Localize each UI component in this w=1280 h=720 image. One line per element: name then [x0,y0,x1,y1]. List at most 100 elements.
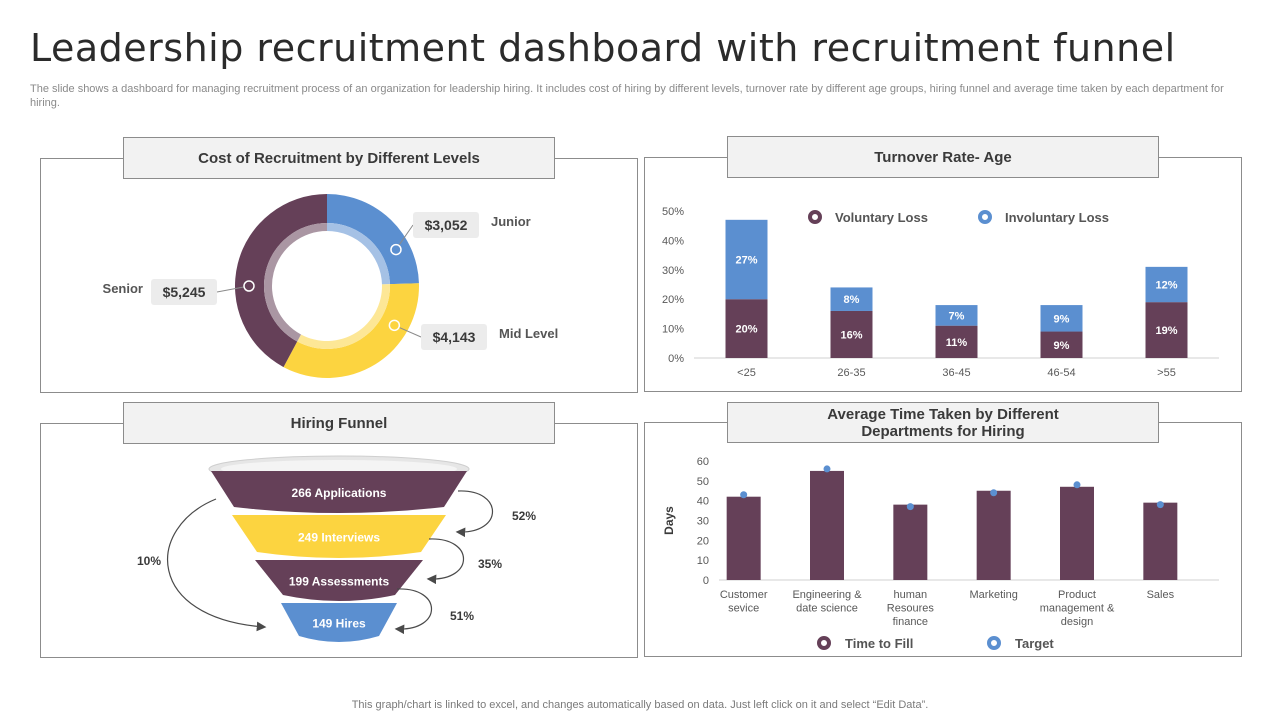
funnel-stage-266-applications [211,471,467,513]
funnel-stage-label: 149 Hires [312,617,366,631]
donut-category-label-senior: Senior [103,281,143,296]
y-tick-label: 40 [697,496,709,508]
y-tick-label: 10% [662,324,684,336]
donut-value-label-senior: $5,245 [163,284,206,300]
y-tick-label: 30% [662,265,684,277]
funnel-stage-249-interviews [232,515,446,558]
turnover-data-label: 9% [1054,313,1070,325]
donut-marker-junior [390,243,402,256]
donut-value-label-mid-level: $4,143 [433,329,476,345]
time-to-fill-bar [726,496,761,580]
funnel-conversion-label: 35% [478,557,502,571]
x-tick-label: Sales [1147,589,1175,601]
x-tick-label: 26-35 [837,367,865,379]
turnover-data-label: 7% [949,310,965,322]
y-tick-label: 10 [697,555,709,567]
y-tick-label: 40% [662,235,684,247]
footer-note: This graph/chart is linked to excel, and… [351,699,929,711]
turnover-data-label: 16% [840,329,862,341]
turnover-bar-voluntary [1040,331,1083,358]
target-point [1156,501,1164,509]
funnel-overall-label: 10% [137,554,161,568]
target-point [740,491,748,499]
turnover-data-label: 12% [1155,280,1177,292]
y-tick-label: 20% [662,294,684,306]
legend-label-voluntary: Voluntary Loss [835,210,928,225]
turnover-data-label: 27% [735,255,757,267]
turnover-data-label: 11% [946,337,968,349]
donut-value-box-junior [413,212,479,238]
time-to-fill-bar [1060,486,1094,580]
turnover-panel-header: Turnover Rate- Age [727,136,1159,178]
y-tick-label: 30 [697,516,709,528]
time-to-fill-bar [976,490,1011,580]
turnover-bar-involuntary [830,287,873,311]
legend-marker-target [987,636,1001,650]
x-tick-label: 36-45 [942,367,970,379]
legend-marker-time-to-fill [817,636,831,650]
funnel-stage-199-assessments [255,560,423,601]
y-tick-label: 20 [697,535,709,547]
x-tick-label: 46-54 [1047,367,1075,379]
turnover-bar-involuntary [1040,305,1083,332]
y-axis-title: Days [662,506,676,535]
x-tick-label: human Resoures finance [887,589,935,628]
donut-marker-senior [243,280,255,292]
donut-category-label-mid-level: Mid Level [499,326,558,341]
turnover-bar-involuntary [935,305,978,326]
target-point [823,465,831,473]
avg-time-header-line2: Departments for Hiring [861,422,1025,440]
funnel-stage-label: 249 Interviews [298,531,380,545]
time-to-fill-bar [893,504,928,580]
donut-slice-senior [234,194,327,368]
legend-label-involuntary: Involuntary Loss [1005,210,1109,225]
avg-time-bar-chart[interactable]: 0 10 20 30 40 50 60 Days Customer sevice Engineeri… [644,443,1240,654]
donut-inner-ring-mid-level [297,284,390,349]
time-to-fill-bar [810,470,844,580]
y-tick-label: 0 [703,575,709,587]
turnover-data-label: 8% [844,294,860,306]
cost-panel-header: Cost of Recruitment by Different Levels [123,137,555,179]
donut-value-box-senior [151,279,217,305]
donut-slice-mid-level [283,283,419,378]
turnover-bar-voluntary [830,310,873,358]
donut-inner-ring-junior [327,223,390,285]
funnel-conversion-label: 51% [450,609,474,623]
funnel-conversion-arrow [455,490,494,538]
turnover-bar-involuntary [1145,266,1188,303]
page-subtitle: The slide shows a dashboard for managing… [30,83,1224,109]
y-tick-label: 50 [697,476,709,488]
x-tick-label: Product management & design [1040,589,1115,628]
turnover-bar-chart[interactable]: 0% 10% 20% 30% 40% 50% 20% 27% <25 16% 8% 26-35 11% 7… [644,176,1240,390]
x-tick-label: >55 [1157,367,1176,379]
x-tick-label: Engineering & date science [792,589,862,615]
turnover-data-label: 20% [735,324,757,336]
donut-value-box-mid-level [421,324,487,350]
donut-slice-junior [327,194,419,285]
target-point [1073,481,1081,489]
x-tick-label: Customer sevice [720,589,768,615]
funnel-conversion-arrow [426,538,465,585]
donut-category-label-junior: Junior [491,214,531,229]
legend-marker-voluntary [808,210,822,224]
turnover-bar-voluntary [1145,302,1188,358]
hiring-funnel-chart[interactable]: 266 Applications 249 Interviews 199 Assess… [40,443,636,655]
funnel-overall-arrow [167,498,267,632]
funnel-conversion-arrow [394,588,433,635]
avg-time-header-line1: Average Time Taken by Different [827,405,1059,423]
x-tick-label: <25 [737,367,756,379]
donut-value-label-junior: $3,052 [425,217,468,233]
turnover-bar-involuntary [725,219,768,300]
donut-marker-mid-level [388,319,401,332]
target-point [906,503,914,511]
cost-donut-chart[interactable]: $3,052 Junior $4,143 Mid Level $5,245 Senior [40,178,636,390]
turnover-data-label: 9% [1054,340,1070,352]
page-title: Leadership recruitment dashboard with re… [30,26,1176,70]
time-to-fill-bar [1143,502,1178,580]
x-tick-label: Marketing [970,589,1018,601]
target-point [990,489,998,497]
funnel-stage-149-hires [281,603,397,642]
funnel-stage-label: 266 Applications [292,486,387,500]
legend-marker-involuntary [978,210,992,224]
funnel-conversion-label: 52% [512,509,536,523]
